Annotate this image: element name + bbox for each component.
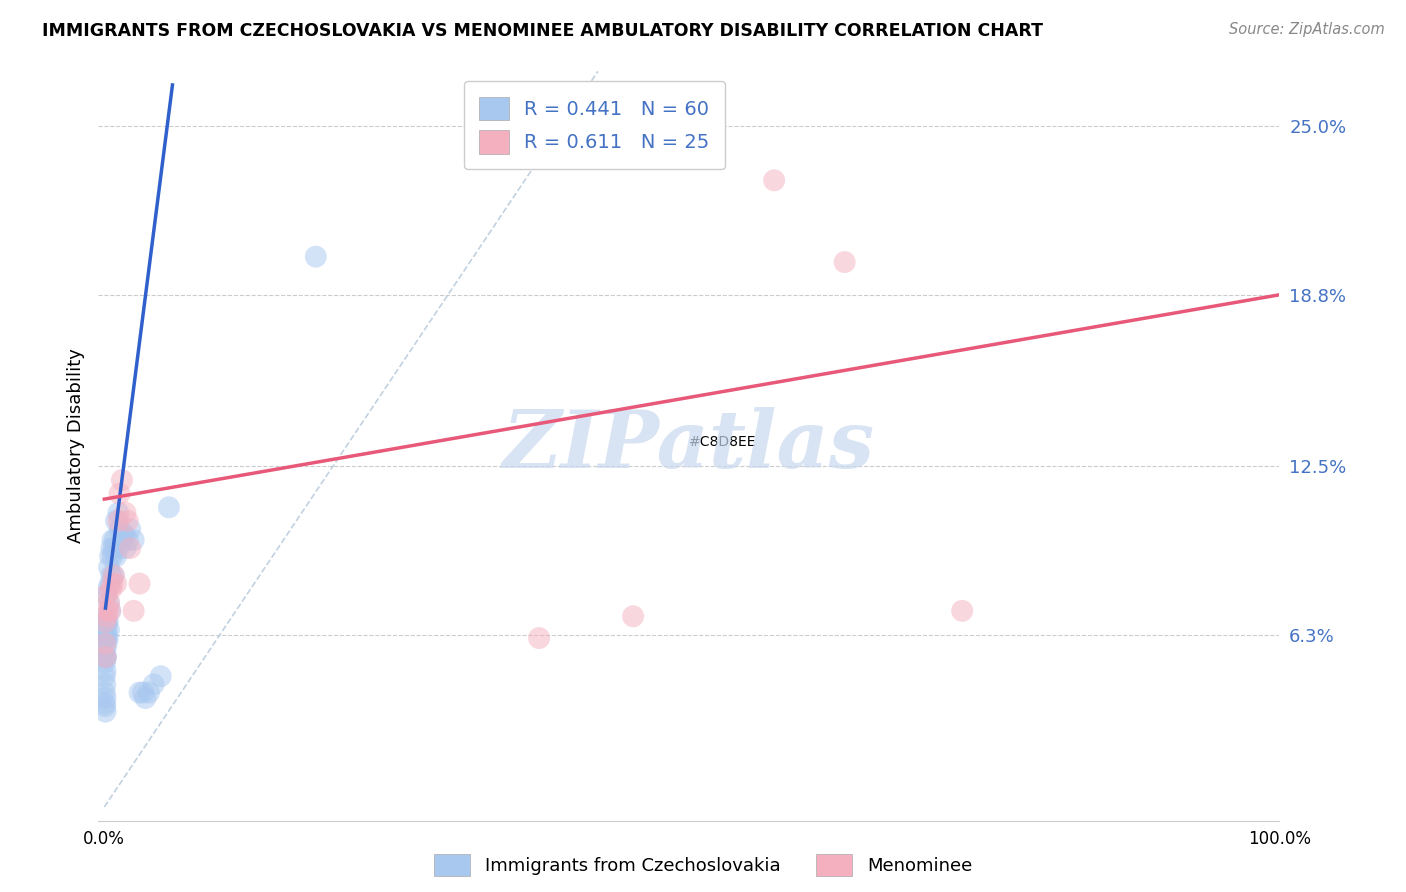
Point — [94, 642, 117, 657]
Point — [97, 631, 120, 645]
Point — [834, 255, 856, 269]
Point — [96, 609, 118, 624]
Point — [98, 560, 121, 574]
Point — [94, 631, 117, 645]
Point — [763, 173, 786, 187]
Point — [94, 615, 117, 629]
Point — [94, 664, 117, 678]
Point — [96, 623, 118, 637]
Point — [98, 623, 121, 637]
Point — [101, 533, 124, 547]
Point — [98, 604, 121, 618]
Point — [94, 650, 117, 665]
Text: #C8D8EE: #C8D8EE — [689, 435, 756, 449]
Point — [94, 697, 117, 711]
Point — [97, 582, 120, 596]
Point — [94, 609, 117, 624]
Point — [96, 636, 118, 650]
Point — [950, 604, 973, 618]
Y-axis label: Ambulatory Disability: Ambulatory Disability — [66, 349, 84, 543]
Point — [94, 656, 117, 670]
Point — [149, 669, 172, 683]
Point — [98, 596, 121, 610]
Legend: R = 0.441   N = 60, R = 0.611   N = 25: R = 0.441 N = 60, R = 0.611 N = 25 — [464, 81, 725, 169]
Point — [527, 631, 550, 645]
Point — [103, 541, 125, 556]
Point — [107, 541, 129, 556]
Point — [96, 615, 118, 629]
Point — [94, 636, 117, 650]
Point — [128, 685, 150, 699]
Point — [305, 250, 328, 264]
Point — [94, 691, 117, 706]
Point — [105, 576, 128, 591]
Point — [98, 549, 121, 564]
Point — [101, 576, 124, 591]
Legend: Immigrants from Czechoslovakia, Menominee: Immigrants from Czechoslovakia, Menomine… — [427, 847, 979, 883]
Point — [98, 576, 121, 591]
Point — [114, 506, 136, 520]
Point — [96, 587, 118, 601]
Point — [100, 541, 122, 556]
Point — [107, 506, 129, 520]
Point — [122, 604, 145, 618]
Point — [621, 609, 644, 624]
Point — [97, 604, 120, 618]
Point — [138, 685, 160, 699]
Point — [97, 615, 120, 629]
Point — [94, 699, 117, 714]
Point — [117, 514, 139, 528]
Point — [101, 549, 124, 564]
Point — [94, 677, 117, 691]
Point — [100, 568, 122, 582]
Point — [112, 527, 135, 541]
Point — [105, 549, 128, 564]
Point — [111, 473, 134, 487]
Point — [94, 669, 117, 683]
Point — [94, 615, 117, 629]
Point — [94, 631, 117, 645]
Point — [142, 677, 165, 691]
Point — [94, 650, 117, 665]
Point — [94, 650, 117, 665]
Point — [100, 582, 122, 596]
Point — [103, 568, 125, 582]
Point — [96, 587, 118, 601]
Point — [98, 596, 121, 610]
Point — [103, 568, 125, 582]
Point — [105, 514, 128, 528]
Point — [157, 500, 180, 515]
Point — [112, 527, 135, 541]
Point — [128, 576, 150, 591]
Point — [107, 514, 129, 528]
Point — [108, 486, 131, 500]
Point — [104, 533, 127, 547]
Point — [94, 631, 117, 645]
Point — [120, 541, 142, 556]
Point — [108, 522, 131, 536]
Point — [94, 685, 117, 699]
Text: Source: ZipAtlas.com: Source: ZipAtlas.com — [1229, 22, 1385, 37]
Point — [134, 691, 156, 706]
Text: ZIPatlas: ZIPatlas — [503, 408, 875, 484]
Point — [94, 615, 117, 629]
Point — [94, 650, 117, 665]
Point — [111, 533, 134, 547]
Point — [117, 533, 139, 547]
Point — [94, 623, 117, 637]
Point — [132, 685, 155, 699]
Text: IMMIGRANTS FROM CZECHOSLOVAKIA VS MENOMINEE AMBULATORY DISABILITY CORRELATION CH: IMMIGRANTS FROM CZECHOSLOVAKIA VS MENOMI… — [42, 22, 1043, 40]
Point — [120, 522, 142, 536]
Point — [98, 604, 121, 618]
Point — [114, 541, 136, 556]
Point — [122, 533, 145, 547]
Point — [94, 705, 117, 719]
